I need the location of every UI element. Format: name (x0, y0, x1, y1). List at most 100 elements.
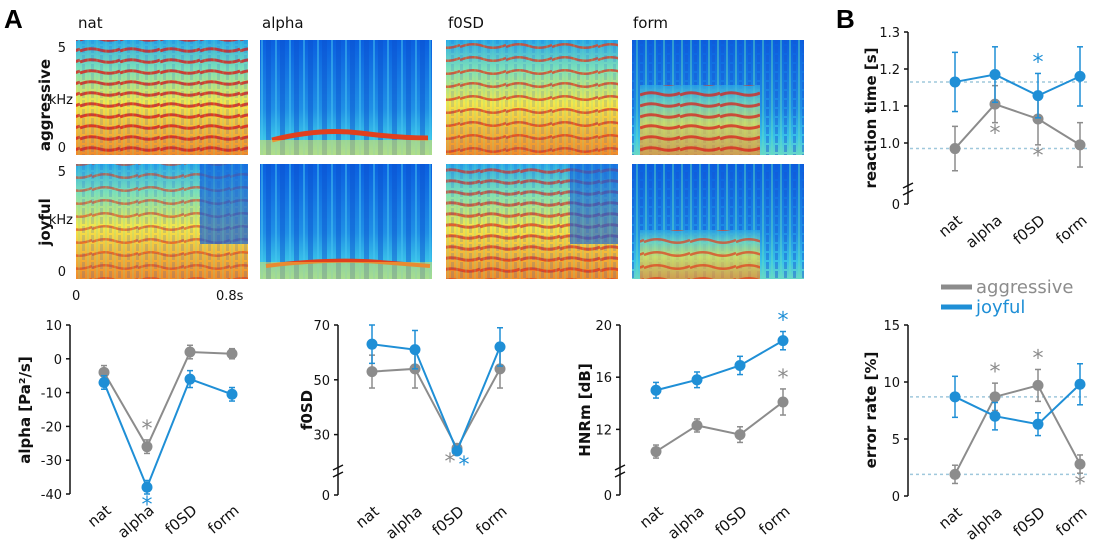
series-line-aggressive (103, 351, 233, 449)
data-point-joyful (777, 335, 789, 347)
axis-break-mark (332, 464, 344, 478)
significance-star: * (142, 417, 153, 442)
data-point-aggressive (650, 446, 662, 458)
x-category-label: f0SD (428, 502, 467, 539)
data-point-aggressive (734, 429, 746, 441)
x-category-label: alpha (962, 503, 1005, 544)
y-tick-label: -10 (41, 387, 62, 402)
y-tick-label: 1.2 (879, 63, 900, 78)
data-point-joyful (1032, 418, 1044, 430)
y-tick-label: 20 (595, 319, 612, 334)
series-line-joyful (371, 343, 501, 454)
significance-star: * (1033, 346, 1044, 371)
x-category-label: f0SD (1009, 211, 1048, 248)
series-line-joyful (954, 383, 1081, 426)
x-category-label: f0SD (1009, 503, 1048, 540)
y-tick-label: 15 (883, 319, 900, 334)
x-category-label: alpha (664, 502, 707, 543)
spec-freq-bottom-2: 0 (58, 265, 66, 280)
spec-time-end: 0.8s (216, 289, 244, 304)
data-point-joyful (451, 445, 463, 457)
significance-star: * (1033, 50, 1044, 75)
y-axis-label: alpha [Pa²/s] (16, 356, 34, 463)
spec-freq-unit-1: kHz (49, 93, 73, 108)
x-category-label: nat (935, 503, 965, 533)
y-axis-label: HNRm [dB] (576, 363, 594, 456)
axis-break-mark (614, 464, 626, 478)
data-point-joyful (734, 359, 746, 371)
y-axis-label: f0SD (298, 390, 316, 430)
spectrogram-grid (76, 40, 804, 279)
data-point-joyful (98, 376, 110, 388)
significance-star: * (778, 366, 789, 391)
series-line-aggressive (371, 367, 501, 451)
series-line-aggressive (954, 384, 1081, 475)
legend: aggressive joyful (941, 277, 1073, 318)
significance-star: * (1075, 472, 1086, 497)
data-point-aggressive (989, 391, 1001, 403)
spec-freq-bottom-1: 0 (58, 141, 66, 156)
y-tick-label: 30 (313, 429, 330, 444)
x-category-label: nat (352, 502, 382, 532)
significance-star: * (142, 493, 153, 518)
data-point-joyful (494, 341, 506, 353)
series-line-aggressive (655, 401, 784, 453)
data-point-aggressive (226, 348, 238, 360)
y-tick-label: 0 (892, 198, 900, 213)
data-point-joyful (366, 338, 378, 350)
significance-star: * (990, 122, 1001, 147)
legend-label-joyful: joyful (975, 297, 1025, 318)
significance-star: * (459, 453, 470, 478)
x-category-label: form (472, 502, 510, 538)
y-tick-label: 50 (313, 374, 330, 389)
x-category-label: f0SD (161, 501, 200, 538)
y-tick-label: 0 (604, 489, 612, 504)
x-category-label: form (1052, 503, 1090, 539)
data-point-joyful (949, 391, 961, 403)
data-point-joyful (650, 384, 662, 396)
data-point-joyful (184, 373, 196, 385)
panel-letter-a: A (4, 4, 23, 34)
data-point-joyful (989, 410, 1001, 422)
data-point-aggressive (777, 396, 789, 408)
x-category-label: form (1052, 211, 1090, 247)
spec-col-form: form (633, 14, 668, 32)
data-point-joyful (1032, 90, 1044, 102)
data-point-joyful (949, 76, 961, 88)
spec-col-nat: nat (78, 14, 103, 32)
data-point-joyful (141, 481, 153, 493)
data-point-aggressive (691, 419, 703, 431)
series-line-aggressive (954, 102, 1081, 150)
y-tick-label: 0 (54, 353, 62, 368)
y-axis-label: reaction time [s] (862, 47, 880, 188)
y-tick-label: 1.3 (879, 26, 900, 41)
data-point-aggressive (949, 468, 961, 480)
x-category-label: nat (636, 502, 666, 532)
data-point-joyful (989, 69, 1001, 81)
data-point-joyful (409, 344, 421, 356)
spec-row-aggressive: aggressive (36, 59, 54, 151)
data-point-aggressive (184, 346, 196, 358)
x-category-label: form (204, 501, 242, 537)
significance-star: * (445, 450, 456, 475)
y-tick-label: 1.1 (879, 100, 900, 115)
data-point-aggressive (989, 98, 1001, 110)
spectrogram-joyful-alpha (260, 164, 432, 279)
spectrogram-joyful-f0sd (446, 164, 618, 279)
data-point-aggressive (1074, 458, 1086, 470)
y-tick-label: 10 (883, 376, 900, 391)
x-category-label: nat (84, 501, 114, 531)
axis-break-mark (902, 182, 914, 196)
x-category-label: alpha (962, 211, 1005, 252)
y-tick-label: 5 (892, 433, 900, 448)
spec-freq-unit-2: kHz (49, 213, 73, 228)
data-point-joyful (1074, 70, 1086, 82)
data-point-aggressive (1074, 139, 1086, 151)
x-category-label: form (755, 502, 793, 538)
data-point-aggressive (949, 143, 961, 155)
